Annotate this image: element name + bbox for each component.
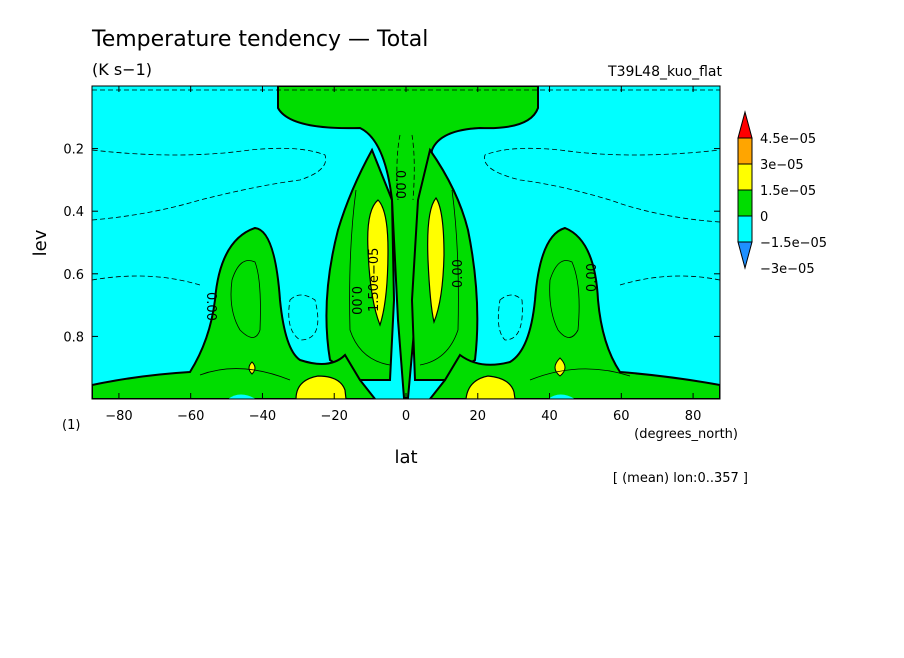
- y-tick-label: 0.6: [63, 268, 84, 283]
- field-positive-right-core: [410, 147, 479, 381]
- colorbar-swatch: [737, 110, 753, 139]
- field-yellow-left-bottom: [295, 375, 347, 399]
- units-label: (K s−1): [92, 60, 152, 79]
- contour-label: 0.00: [585, 263, 600, 292]
- x-tick-label: 40: [541, 409, 558, 424]
- x-tick-label: −80: [105, 409, 132, 424]
- colorbar-label: 4.5e−05: [760, 132, 816, 147]
- field-cyan-bottom-right: [548, 394, 575, 399]
- colorbar-swatch: [737, 241, 753, 270]
- colorbar-label: −3e−05: [760, 262, 815, 277]
- y-axis-label: lev: [30, 229, 51, 256]
- y-axis-units: (1): [62, 418, 80, 433]
- field-cyan-bottom-left: [228, 394, 256, 399]
- x-tick-label: 60: [613, 409, 630, 424]
- chart-title: Temperature tendency — Total: [91, 27, 428, 52]
- contour-label: 0.00: [392, 170, 407, 199]
- y-axis: 0.2 0.4 0.6 0.8: [63, 143, 720, 345]
- field-yellow-right-core: [427, 196, 445, 324]
- x-tick-label: 20: [469, 409, 486, 424]
- colorbar-swatch: [737, 189, 753, 217]
- x-tick-label: −20: [321, 409, 348, 424]
- field-positive-right-lobe: [428, 226, 720, 399]
- y-tick-label: 0.4: [63, 205, 84, 220]
- contour-label: 0.00: [203, 292, 218, 321]
- colorbar-label: 1.5e−05: [760, 184, 816, 199]
- colorbar-swatch: [737, 163, 753, 191]
- colorbar-label: −1.5e−05: [760, 236, 827, 251]
- colorbar-label: 3e−05: [760, 158, 804, 173]
- contour-label: 0.00: [348, 286, 363, 315]
- y-tick-label: 0.8: [63, 330, 84, 345]
- colorbar-swatch: [737, 137, 753, 165]
- contour-label: 0.00: [451, 259, 466, 288]
- x-tick-label: 80: [685, 409, 702, 424]
- field-yellow-left-core: [367, 199, 389, 327]
- contour-label: 1.50e−05: [367, 248, 382, 312]
- x-tick-label: −60: [177, 409, 204, 424]
- x-axis-units: (degrees_north): [634, 427, 738, 442]
- x-tick-label: 0: [402, 409, 410, 424]
- x-axis: −80 −60 −40 −20 0 20 40 60 80: [105, 86, 701, 424]
- field-positive-top: [277, 86, 539, 399]
- colorbar: 4.5e−05 3e−05 1.5e−05 0 −1.5e−05 −3e−05: [737, 110, 827, 277]
- x-axis-label: lat: [394, 447, 417, 468]
- colorbar-swatch: [737, 215, 753, 243]
- mean-note: [ (mean) lon:0..357 ]: [613, 471, 748, 486]
- y-tick-label: 0.2: [63, 143, 84, 158]
- plot-area: 0.00 1.50e−05 0.00 0.00 0.00 0.00: [91, 85, 721, 400]
- x-tick-label: −40: [249, 409, 276, 424]
- field-yellow-left-spot: [248, 361, 256, 375]
- contour-thin: [199, 189, 631, 381]
- colorbar-label: 0: [760, 210, 768, 225]
- run-label: T39L48_kuo_flat: [607, 64, 722, 80]
